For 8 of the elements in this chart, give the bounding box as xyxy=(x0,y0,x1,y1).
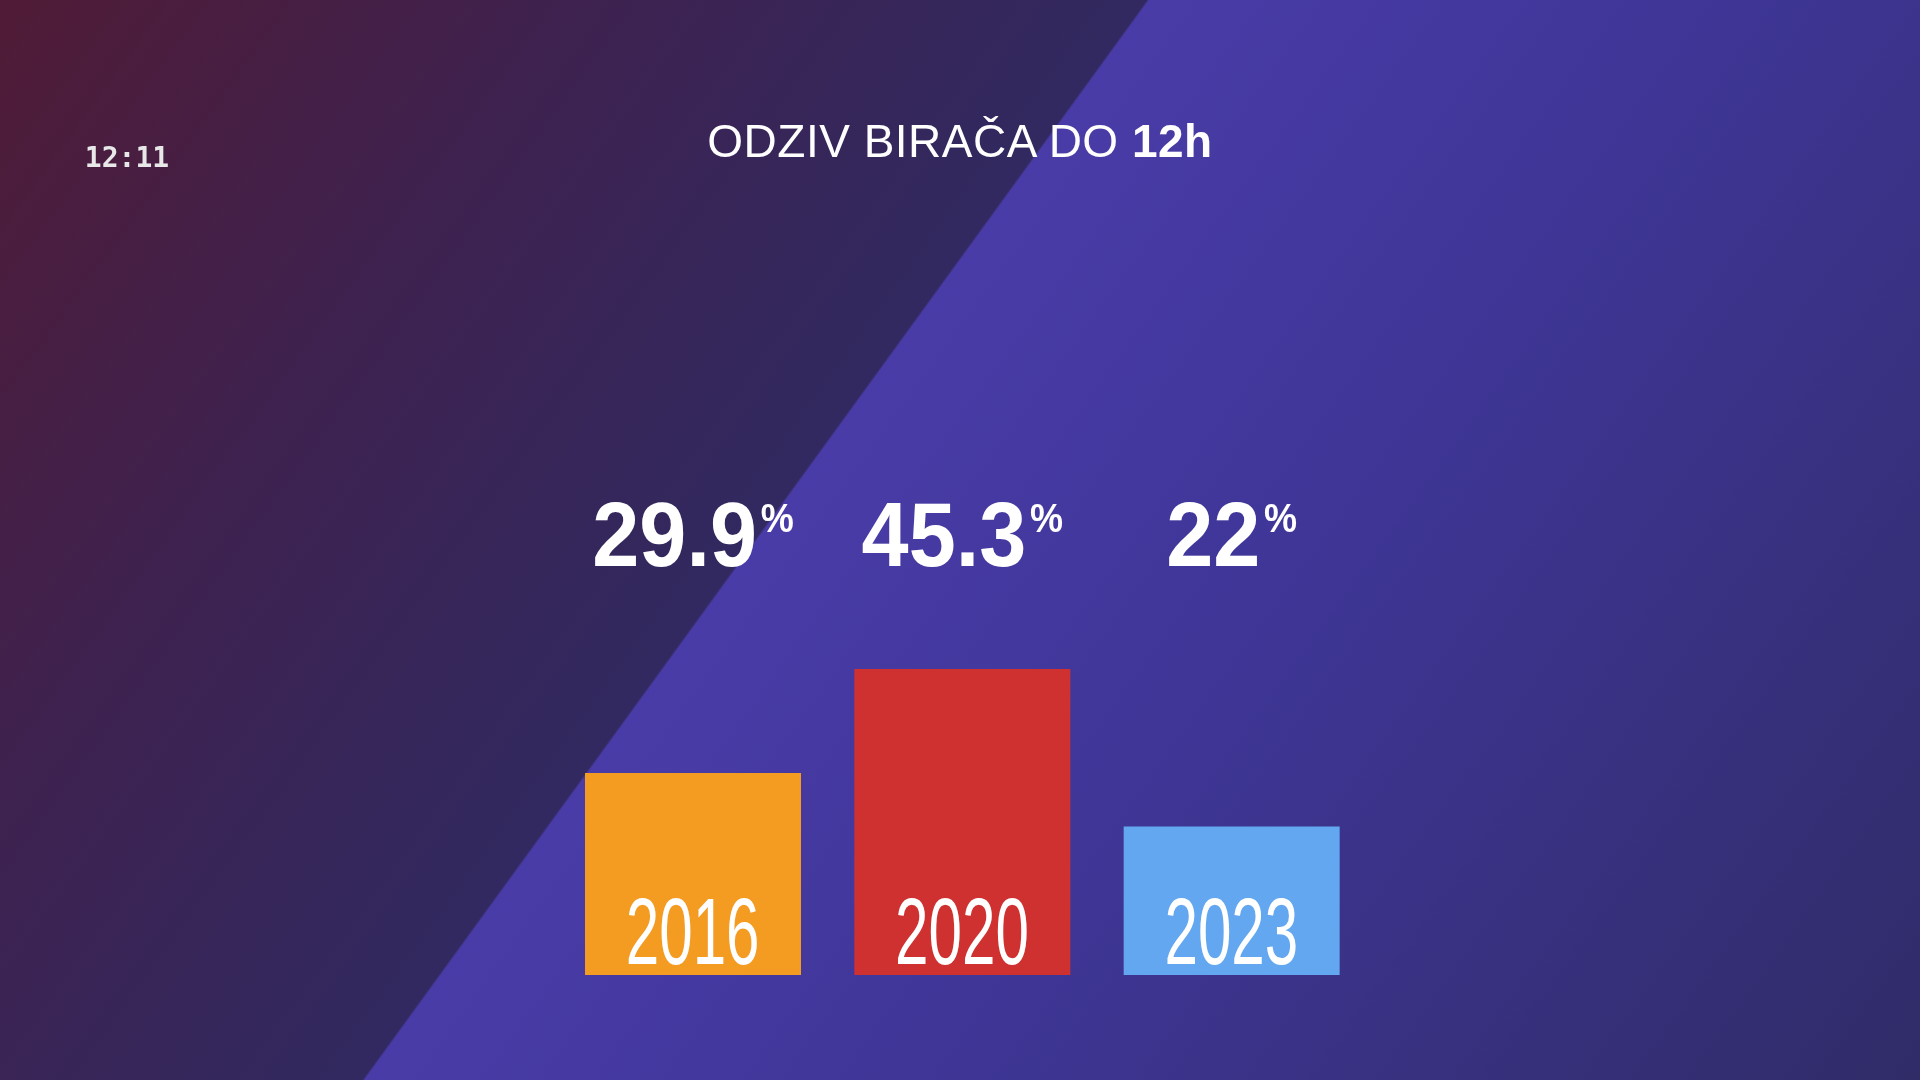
data-label: 29.9$^{%}$ xyxy=(592,483,794,586)
x-tick-label: 2020 xyxy=(895,879,1029,985)
x-tick-label: 2016 xyxy=(625,879,760,985)
data-label: 22$^{%}$ xyxy=(1166,483,1298,586)
x-tick-label: 2023 xyxy=(1164,879,1299,985)
chart-title: ODZIV BIRAČA DO 12h xyxy=(707,115,1213,167)
text: 12:11 xyxy=(83,141,171,174)
data-label: 45.3$^{%}$ xyxy=(861,483,1064,586)
